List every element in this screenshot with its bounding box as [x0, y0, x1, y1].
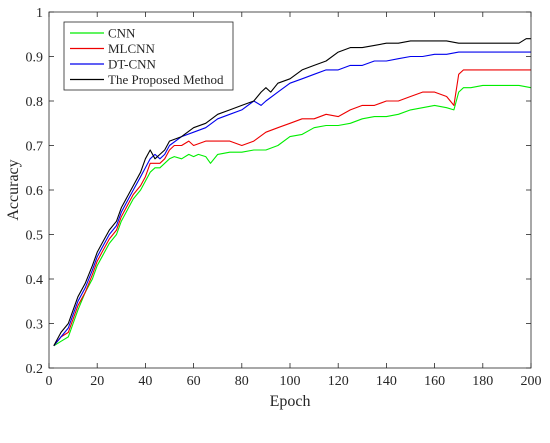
x-tick-label: 180 — [472, 374, 493, 389]
y-tick-label: 0.8 — [26, 95, 44, 110]
series-lines — [53, 38, 532, 347]
y-tick-label: 0.6 — [26, 184, 44, 199]
series-line-cnn — [53, 84, 532, 347]
axis-ticks: 0 20 40 60 80 100 120 140 160 180 200 0.2 0.3 0.4 0.5 0… — [26, 6, 542, 389]
legend-label: CNN — [108, 26, 136, 41]
y-tick-label: 1 — [36, 6, 43, 21]
plot-frame — [48, 11, 532, 369]
y-tick-label: 0.4 — [26, 273, 44, 288]
series-line-mlcnn — [53, 69, 531, 347]
x-axis-label: Epoch — [270, 393, 311, 410]
y-tick-label: 0.9 — [26, 51, 44, 66]
y-tick-label: 0.3 — [26, 318, 44, 333]
y-tick-label: 0.7 — [26, 140, 44, 155]
x-tick-label: 80 — [235, 374, 249, 389]
x-tick-label: 60 — [187, 374, 201, 389]
series-line-dt-cnn — [53, 51, 531, 347]
y-axis-label: Accuracy — [5, 159, 22, 220]
x-tick-label: 100 — [280, 374, 301, 389]
series-line-the-proposed-method — [53, 38, 531, 347]
x-tick-label: 140 — [376, 374, 397, 389]
x-tick-label: 40 — [138, 374, 152, 389]
x-tick-label: 0 — [46, 374, 53, 389]
y-tick-label: 0.5 — [26, 229, 44, 244]
x-tick-label: 20 — [90, 374, 104, 389]
legend-label: The Proposed Method — [108, 72, 224, 87]
y-tick-label: 0.2 — [26, 362, 44, 377]
legend-label: MLCNN — [108, 41, 156, 56]
x-tick-label: 120 — [328, 374, 349, 389]
x-tick-label: 160 — [424, 374, 445, 389]
x-tick-label: 200 — [521, 374, 542, 389]
legend-label: DT-CNN — [108, 57, 157, 72]
